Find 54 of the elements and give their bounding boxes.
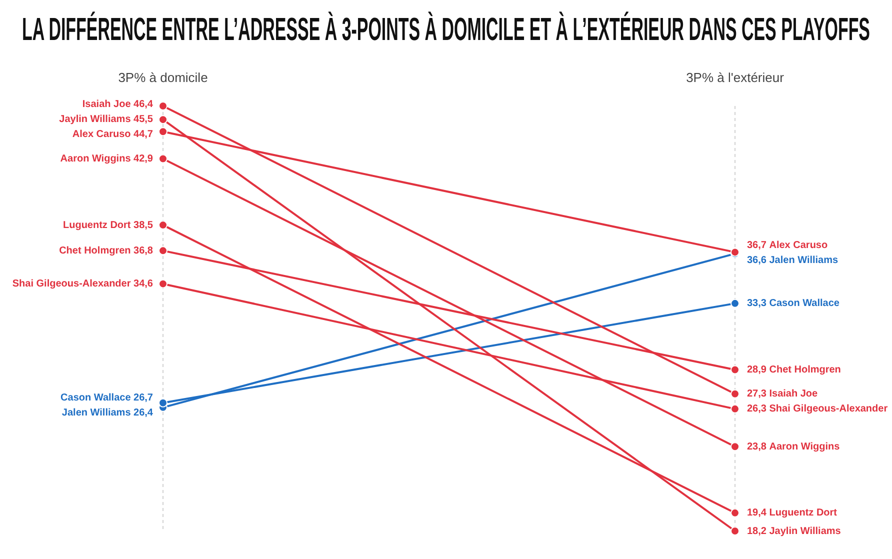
chart-title: LA DIFFÉRENCE ENTRE L’ADRESSE À 3-POINTS À DOMICILE ET À L’EXTÉRIEUR DANS CES PLAYOFFS: [22, 10, 870, 48]
point: [158, 102, 168, 110]
data-label: 23,8: [747, 441, 767, 452]
point: [730, 404, 740, 414]
text: Aaron Wiggins: [60, 154, 132, 164]
point: [158, 115, 168, 124]
text: Jalen Williams: [769, 255, 838, 266]
x-tick-label: 3P% à domicile: [118, 70, 208, 85]
data-label: 46,4: [134, 98, 154, 110]
point: [158, 220, 168, 230]
point: [730, 508, 740, 518]
point: [730, 526, 740, 536]
text: Jalen Williams: [62, 407, 132, 418]
text: Jaylin Williams: [59, 114, 132, 125]
text: Shai Gilgeous-Alexander: [769, 404, 888, 415]
text: Chet Holmgren: [59, 245, 131, 256]
data-label: 33,3: [747, 298, 767, 310]
point: [158, 398, 168, 408]
text: Cason Wallace: [60, 392, 132, 404]
data-label: 26,4: [134, 407, 154, 418]
text: Cason Wallace: [769, 298, 840, 310]
text: Aaron Wiggins: [769, 441, 840, 452]
data-label: 42,9: [134, 154, 154, 164]
text: Luguentz Dort: [62, 220, 132, 231]
point: [730, 365, 740, 374]
text: Luguentz Dort: [769, 508, 838, 519]
point: [730, 442, 740, 452]
data-label: 19,4: [747, 508, 767, 519]
data-label: 27,3: [747, 388, 767, 400]
data-label: 26,3: [747, 404, 767, 415]
text: Jaylin Williams: [769, 526, 841, 537]
data-label: 34,6: [134, 278, 154, 290]
data-label: 36,7: [747, 240, 767, 252]
data-label: 18,2: [747, 526, 767, 537]
x-tick-label: 3P% à l'extérieur: [686, 70, 785, 85]
point: [158, 246, 168, 256]
data-label: 36,8: [134, 245, 154, 256]
point: [730, 298, 740, 308]
point: [158, 127, 168, 136]
data-label: 38,5: [134, 220, 154, 231]
data-label: 26,7: [134, 392, 154, 404]
data-label: 45,5: [134, 114, 154, 125]
text: Shai Gilgeous-Alexander: [12, 278, 131, 290]
point: [730, 389, 740, 398]
text: Alex Caruso: [72, 128, 131, 140]
point: [158, 279, 168, 288]
data-label: 36,6: [747, 255, 767, 266]
data-label: 44,7: [134, 128, 154, 140]
text: Isaiah Joe: [82, 98, 132, 110]
point: [158, 154, 168, 164]
text: Alex Caruso: [769, 240, 828, 252]
data-label: 28,9: [747, 364, 767, 376]
text: Isaiah Joe: [769, 388, 818, 400]
text: Chet Holmgren: [769, 364, 841, 376]
